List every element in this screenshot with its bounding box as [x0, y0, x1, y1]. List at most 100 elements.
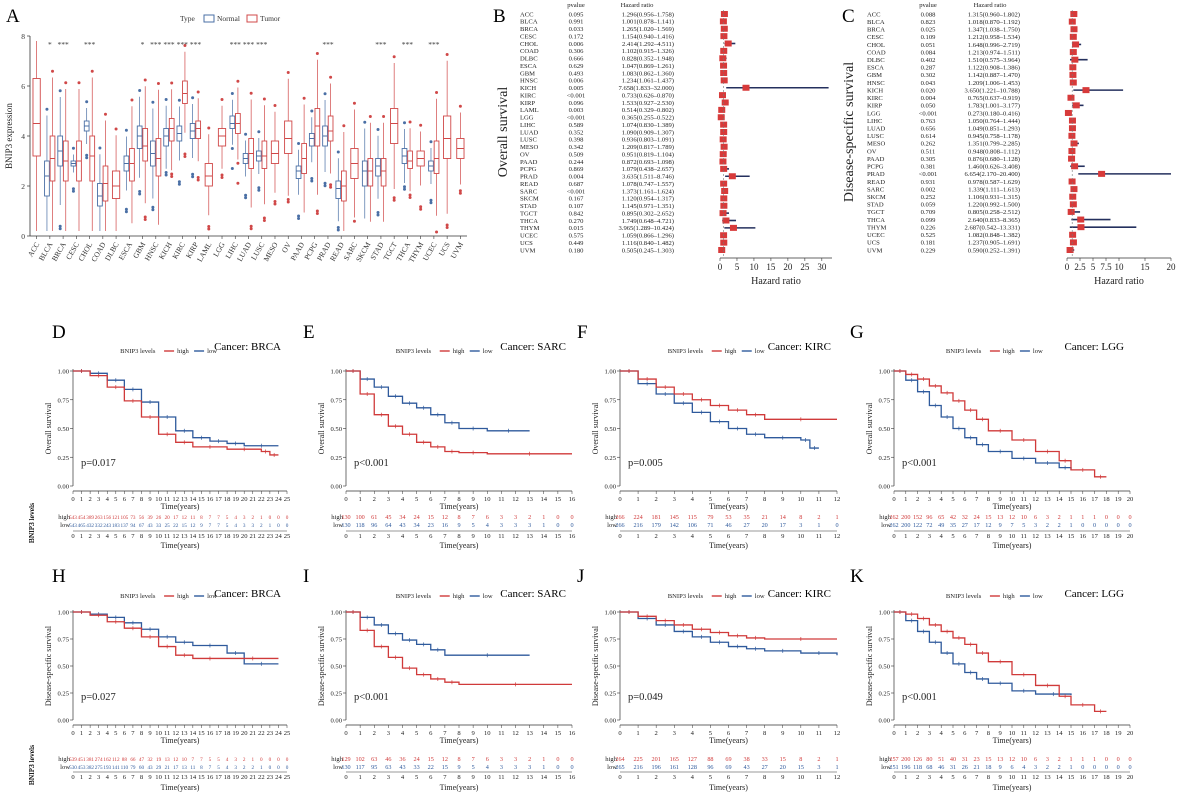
risk-xtick-label: 16 — [1080, 533, 1087, 540]
km-legend-title: BNIP3 levels — [946, 348, 982, 355]
km-ylabel: Disease-specific survival — [591, 625, 600, 706]
km-xtick-label: 8 — [987, 730, 991, 737]
km-pvalue: p=0.027 — [81, 692, 116, 703]
risk-high-count: 3 — [243, 515, 246, 521]
forest-hr-text: 0.895(0.302–2.652) — [622, 210, 674, 217]
risk-high-count: 3 — [500, 756, 503, 763]
risk-xtick-label: 8 — [140, 533, 144, 540]
risk-low-count: 3 — [514, 764, 517, 771]
risk-xtick-label: 5 — [951, 774, 955, 781]
km-xtick-label: 11 — [164, 730, 170, 737]
forest-hr-point — [1068, 178, 1076, 185]
normal-outlier — [164, 173, 168, 177]
normal-outlier — [244, 193, 248, 197]
risk-low-count: 0 — [277, 523, 280, 529]
km-ytick-label: 0.50 — [57, 664, 69, 671]
risk-low-count: 141 — [112, 765, 120, 771]
risk-low-count: 96 — [371, 522, 377, 529]
forest-pvalue: 0.167 — [569, 196, 585, 203]
forest-hr-point — [718, 92, 726, 99]
risk-low-count: 142 — [670, 522, 679, 529]
risk-high-count: 2 — [1058, 514, 1061, 521]
risk-low-count: 20 — [780, 764, 786, 771]
normal-outlier — [124, 128, 128, 132]
risk-xtick-label: 10 — [484, 533, 491, 540]
forest-hr-text: 0.876(0.680–1.128) — [968, 156, 1020, 163]
risk-xtick-label: 13 — [1044, 774, 1051, 781]
risk-low-count: 266 — [615, 522, 624, 529]
tumor-box — [142, 128, 149, 162]
boxplot-xtick-label: LUAD — [235, 240, 254, 263]
risk-high-count: 66 — [130, 757, 136, 763]
risk-low-count: 4 — [486, 522, 489, 529]
forest-hr-text: 0.505(0.245–1.303) — [622, 247, 674, 254]
risk-low-count: 7 — [209, 523, 212, 529]
km-curve-high — [73, 611, 279, 660]
risk-low-count: 21 — [974, 764, 980, 771]
km-ytick-label: 1.00 — [878, 610, 890, 617]
km-xtick-label: 17 — [1091, 730, 1098, 737]
km-xtick-label: 5 — [114, 496, 118, 503]
normal-box — [44, 160, 50, 197]
risk-low-count: 3 — [1034, 522, 1037, 529]
forest-pvalue: 0.107 — [569, 203, 585, 210]
forest-pvalue: 0.525 — [921, 232, 937, 239]
risk-xtick-label: 10 — [798, 533, 805, 540]
risk-xtick-label: 0 — [618, 774, 622, 781]
boxplot-xtick-label: UCEC — [421, 241, 439, 263]
box-group-ucec: UCEC *** — [421, 40, 440, 262]
km-cancer-title: Cancer: BRCA — [214, 588, 281, 600]
forest-pvalue: 0.003 — [569, 107, 585, 114]
forest-pvalue: 0.059 — [921, 202, 937, 209]
risk-low-count: 17 — [173, 765, 179, 771]
km-xtick-label: 25 — [284, 730, 291, 737]
km-ytick-label: 0.25 — [57, 455, 69, 462]
forest-cancer-label: SARC — [867, 186, 885, 193]
km-cancer-title: Cancer: KIRC — [768, 588, 831, 600]
forest-pvalue: 0.226 — [921, 224, 937, 231]
km-xtick-label: 3 — [673, 496, 677, 503]
km-xtick-label: 1 — [358, 730, 361, 737]
km-xtick-label: 5 — [415, 496, 419, 503]
risk-high-count: 6 — [486, 514, 489, 521]
km-xtick-label: 7 — [745, 730, 749, 737]
forest-pvalue: 0.589 — [569, 122, 585, 129]
risk-xtick-label: 13 — [526, 533, 533, 540]
risk-xtick-label: 7 — [745, 533, 749, 540]
km-xtick-label: 3 — [673, 730, 677, 737]
significance-stars: *** — [243, 40, 255, 49]
forest-col-pvalue: pvalue — [567, 2, 585, 9]
forest-hr-text: 0.805(0.258–2.512) — [968, 209, 1020, 216]
forest-pvalue: 0.096 — [569, 100, 585, 107]
risk-high-count: 1 — [1093, 756, 1096, 763]
forest-hr-text: 1.082(0.848–1.382) — [968, 232, 1020, 239]
risk-high-count: 1 — [1081, 514, 1084, 521]
risk-low-count: 33 — [414, 764, 420, 771]
forest-hr-text: 1.648(0.996–2.719) — [968, 42, 1020, 49]
km-xtick-label: 9 — [999, 730, 1003, 737]
forest-hr-text: 1.018(0.870–1.192) — [968, 19, 1020, 26]
normal-box — [229, 115, 236, 129]
forest-pvalue: 0.302 — [921, 72, 936, 79]
risk-high-count: 7 — [200, 757, 203, 763]
risk-low-count: 35 — [950, 522, 956, 529]
forest-hr-text: 1.106(0.931–1.315) — [968, 194, 1020, 201]
forest-hr-point — [720, 129, 728, 135]
forest-pvalue: 0.004 — [921, 95, 937, 102]
km-xtick-label: 7 — [443, 496, 447, 503]
risk-low-label: low — [333, 522, 343, 529]
risk-xtick-label: 24 — [275, 533, 282, 540]
forest-pvalue: 0.180 — [569, 247, 585, 254]
risk-low-count: 3 — [799, 522, 802, 529]
forest-cancer-label: CESC — [520, 33, 537, 40]
risk-low-count: 95 — [371, 764, 377, 771]
risk-high-count: 274 — [95, 757, 103, 763]
tumor-outlier — [392, 198, 396, 202]
risk-xtick-label: 11 — [1021, 774, 1027, 781]
risk-xtick-label: 10 — [1009, 774, 1016, 781]
normal-outlier — [257, 186, 261, 190]
normal-outlier — [164, 171, 168, 174]
forest-hr-text: 1.049(0.851–1.293) — [968, 125, 1020, 132]
km-ytick-label: 1.00 — [604, 369, 616, 376]
